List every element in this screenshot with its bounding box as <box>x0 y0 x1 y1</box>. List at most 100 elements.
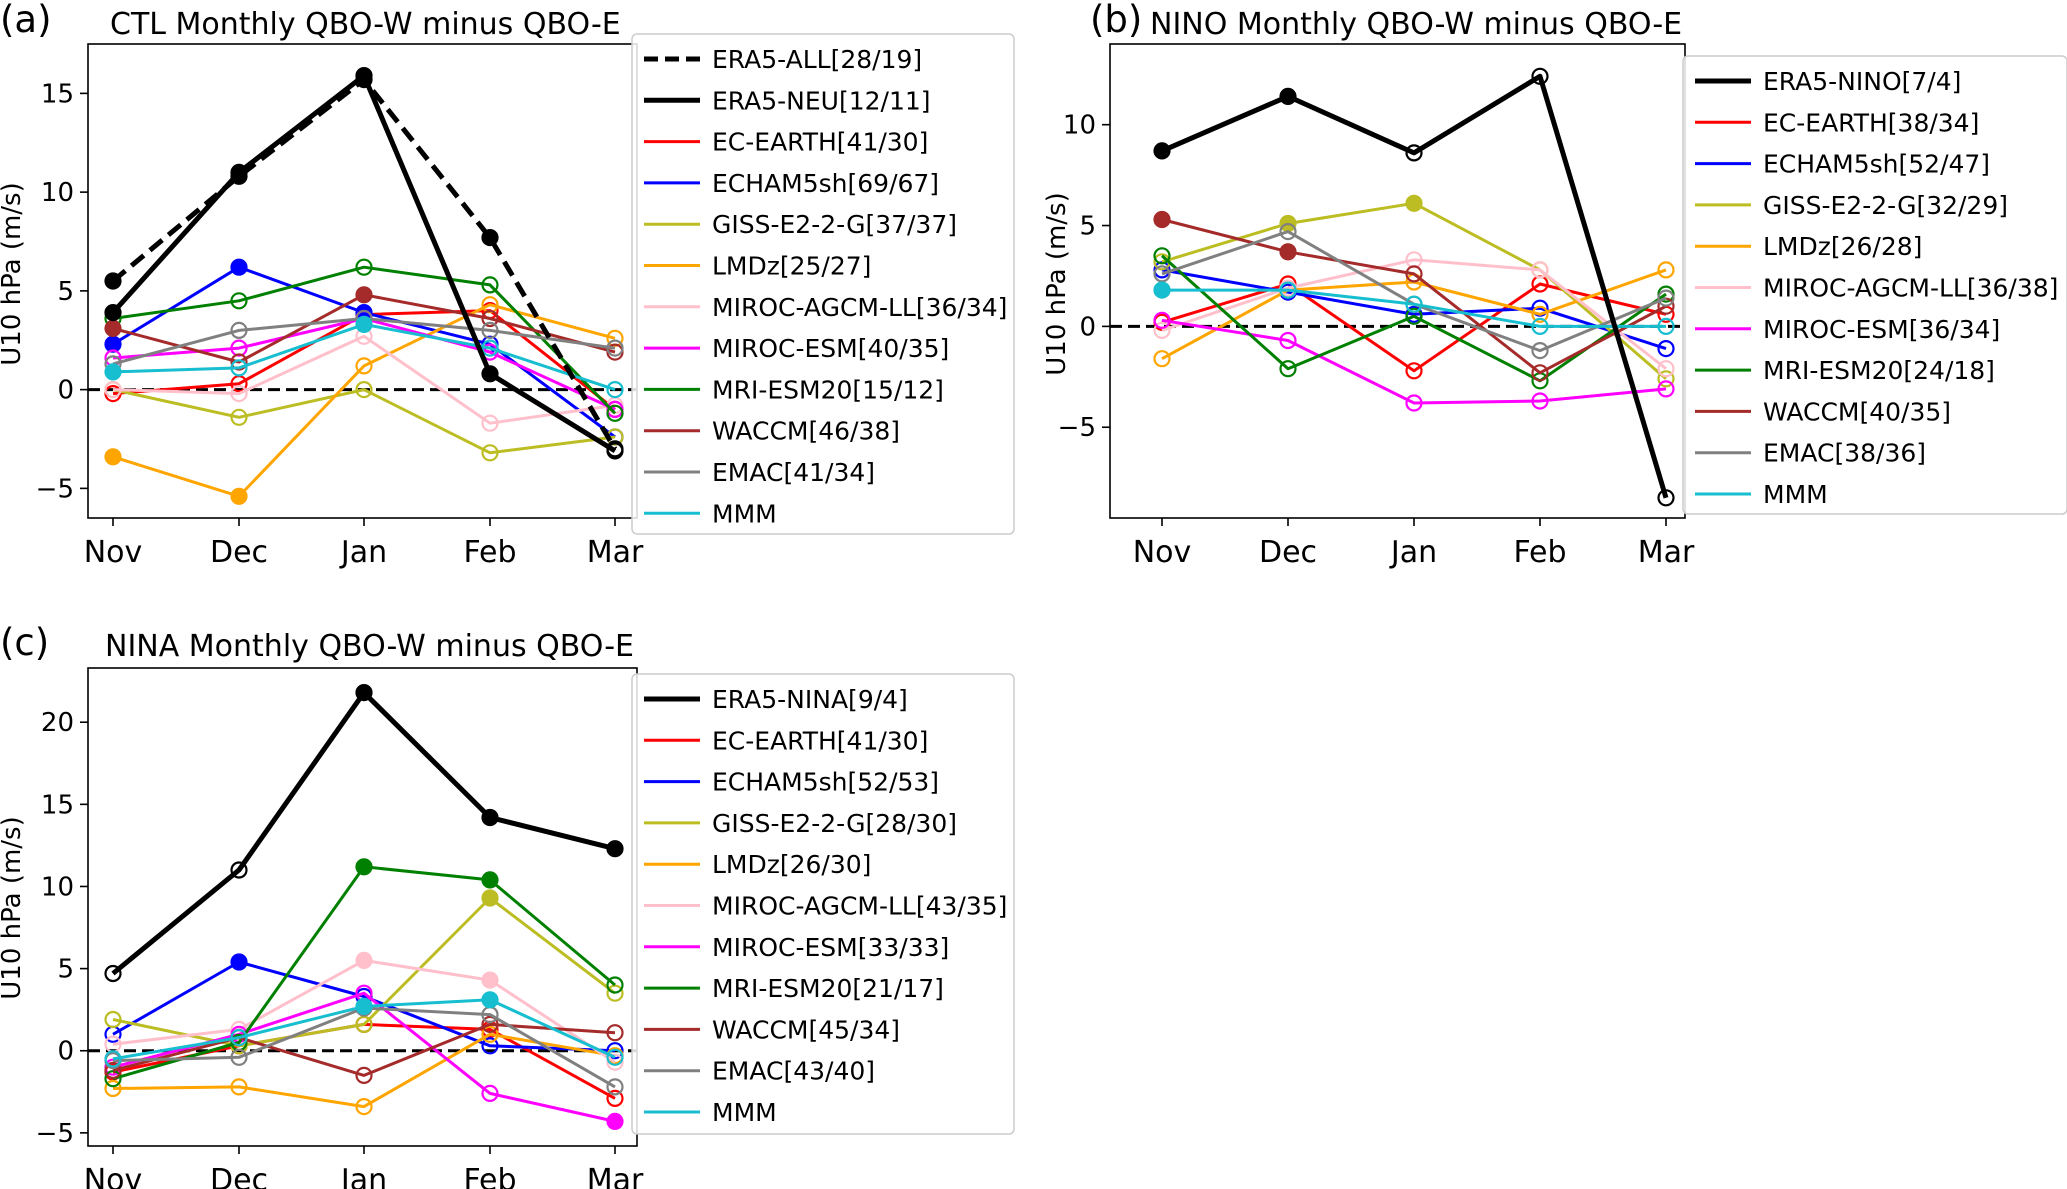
panel-b-ytick-label: 5 <box>1079 212 1096 242</box>
panel-a-series-era5-point <box>481 229 499 247</box>
panel-a-series-mmm-point <box>230 359 248 377</box>
panel-a-series-era5-point <box>230 163 248 181</box>
panel-b-ytick-label: −5 <box>1058 413 1096 443</box>
panel-c-series-lmdz-line <box>112 1032 616 1109</box>
panel-b-series-lmdz-point <box>1153 350 1171 368</box>
panel-a-legend-label: WACCM[46/38] <box>712 417 900 446</box>
panel-b-legend-label: EC-EARTH[38/34] <box>1763 108 1979 137</box>
panel-b-series-lmdz-point <box>1657 261 1675 279</box>
panel-b-series-emac-point <box>1153 265 1171 283</box>
panel-b-plot-area <box>1153 67 1675 507</box>
panel-a-xtick-label: Feb <box>463 535 516 570</box>
panel-a-series-miroc-agcm-ll-point <box>481 414 499 432</box>
panel-c-series-emac-point <box>230 1048 248 1066</box>
panel-c-ytick-label: 20 <box>41 708 74 738</box>
panel-b-series-miroc-agcm-ll-point <box>1531 261 1549 279</box>
panel-b-series-mmm-point <box>1279 281 1297 299</box>
panel-b-label: (b) <box>1090 0 1142 41</box>
panel-c-series-ec-earth-point <box>606 1089 624 1108</box>
panel-a-series-mri-esm20-point <box>481 276 499 294</box>
panel-b-series-giss-e2-2-g-point <box>1657 370 1675 388</box>
panel-b-xtick-label: Mar <box>1638 535 1695 570</box>
panel-c-legend-label: MMM <box>712 1098 777 1127</box>
panel-b-series-echam5sh-line <box>1161 268 1667 351</box>
panel-a-xtick-label: Jan <box>339 535 387 570</box>
panel-a-legend: ERA5-ALL[28/19] ERA5-NEU[12/11] EC-EARTH[4… <box>631 33 1015 535</box>
panel-b-series-era5-point <box>1153 142 1171 160</box>
panel-c-series-echam5sh-line <box>112 960 616 1053</box>
panel-a-series-era5-point <box>481 365 499 383</box>
panel-c-xtick-label: Mar <box>587 1163 644 1189</box>
panel-c-xtick-label: Dec <box>210 1163 268 1189</box>
panel-a-series-giss-e2-2-g-point <box>355 381 373 399</box>
panel-a-series-lmdz-point <box>481 296 499 314</box>
panel-c-legend-label: EC-EARTH[41/30] <box>712 726 928 755</box>
panel-c-series-era5-point <box>230 861 248 879</box>
panel-b-series-era5-point <box>1657 489 1675 507</box>
panel-a-legend-label: MIROC-ESM[40/35] <box>712 334 949 363</box>
panel-b-legend: ERA5-NINO[7/4] EC-EARTH[38/34] ECHAM5sh[52… <box>1682 55 2067 515</box>
panel-c-series-lmdz-point <box>355 1097 373 1116</box>
panel-c-series-mmm-point <box>230 1028 248 1047</box>
panel-a-series-era5-point <box>606 442 624 460</box>
panel-a-xtick-label: Mar <box>587 535 644 570</box>
panel-b-legend-label: MMM <box>1763 480 1828 509</box>
panel-b-series-mmm-point <box>1153 281 1171 299</box>
panel-b-xtick-label: Jan <box>1389 535 1437 570</box>
panel-c-series-era5-point <box>606 840 624 858</box>
panel-c-ytick-label: 0 <box>57 1037 74 1067</box>
panel-b-legend-label: MRI-ESM20[24/18] <box>1763 356 1995 385</box>
panel-c-series-mmm-point <box>355 997 373 1016</box>
panel-b-series-waccm-point <box>1531 364 1549 382</box>
panel-c-series-echam5sh-point <box>481 1037 499 1055</box>
panel-c-series-lmdz-point <box>230 1078 248 1096</box>
panel-a-title: CTL Monthly QBO-W minus QBO-E <box>110 7 621 42</box>
panel-a-legend-label: MIROC-AGCM-LL[36/34] <box>712 293 1007 322</box>
panel-b-legend-label: LMDz[26/28] <box>1763 232 1922 261</box>
panel-b-legend-box <box>1682 55 2067 515</box>
panel-c-series-echam5sh-point <box>606 1042 624 1060</box>
panel-b-series-mri-esm20-point <box>1279 360 1297 378</box>
panel-c-legend-label: MIROC-AGCM-LL[43/35] <box>712 892 1007 921</box>
panel-a-series-miroc-agcm-ll-line <box>112 334 616 425</box>
panel-a-series-giss-e2-2-g-point <box>481 444 499 462</box>
panel-a-series-lmdz-line <box>112 303 616 498</box>
panel-c-series-era5-point <box>481 808 499 827</box>
panel-b-series-emac-point <box>1531 342 1549 360</box>
panel-c-legend-label: ERA5-NINA[9/4] <box>712 685 908 714</box>
panel-c-series-miroc-agcm-ll-point <box>355 951 373 970</box>
panel-a-ylabel: U10 hPa (m/s) <box>0 182 27 366</box>
panel-c-xtick-label: Feb <box>463 1163 516 1189</box>
panel-a-series-mmm-point <box>481 339 499 357</box>
panel-a-legend-label: ECHAM5sh[69/67] <box>712 169 939 198</box>
panel-b-series-mmm-line <box>1162 288 1666 328</box>
panel-b-xtick-label: Feb <box>1513 535 1566 570</box>
panel-c-series-waccm-point <box>481 1015 499 1034</box>
panel-c-series-giss-e2-2-g-point <box>104 1010 122 1029</box>
panel-b-series-miroc-esm-point <box>1153 311 1171 329</box>
panel-b-series-lmdz-point <box>1531 305 1549 323</box>
panel-c-series-era5-point <box>104 964 122 983</box>
panel-b-series-miroc-esm-point <box>1531 392 1549 410</box>
panel-c-xtick-label: Nov <box>84 1163 143 1189</box>
panel-c-series-mmm-point <box>481 991 499 1009</box>
panel-b-legend-label: WACCM[40/35] <box>1763 397 1951 426</box>
panel-b-series-ec-earth-point <box>1405 362 1423 380</box>
panel-b-xtick-label: Nov <box>1133 535 1192 570</box>
panel-a-series-emac-point <box>230 321 248 339</box>
panel-c-label: (c) <box>0 621 49 664</box>
panel-a-series-emac-point <box>481 321 499 339</box>
panel-a-series-waccm-point <box>230 353 248 371</box>
panel-c-series-era5-line <box>111 690 616 976</box>
panel-c-plot-area <box>104 683 624 1131</box>
panel-c-series-mmm-point <box>606 1048 624 1066</box>
panel-c-legend-label: LMDz[26/30] <box>712 850 871 879</box>
panel-b-series-mmm-point <box>1405 295 1423 313</box>
panel-c-series-mri-esm20-point <box>481 871 499 889</box>
panel-a-legend-box <box>631 33 1015 535</box>
panel-a-ytick-label: 15 <box>41 79 74 109</box>
panel-b-series-waccm-point <box>1279 243 1297 261</box>
panel-c: (c) NINA Monthly QBO-W minus QBO-E U10 h… <box>0 621 1015 1189</box>
panel-b-xtick-label: Dec <box>1259 535 1317 570</box>
